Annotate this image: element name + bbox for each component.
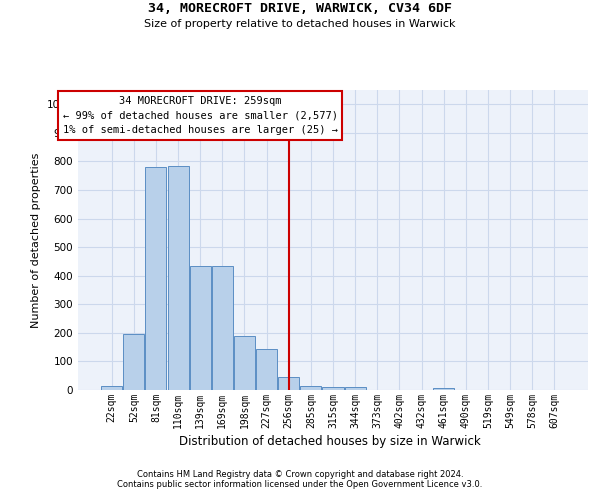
Bar xyxy=(278,376,299,390)
Bar xyxy=(433,388,454,390)
Text: 34 MORECROFT DRIVE: 259sqm
← 99% of detached houses are smaller (2,577)
1% of se: 34 MORECROFT DRIVE: 259sqm ← 99% of deta… xyxy=(63,96,338,136)
Text: Distribution of detached houses by size in Warwick: Distribution of detached houses by size … xyxy=(179,435,481,448)
Bar xyxy=(101,386,122,390)
Bar xyxy=(190,266,211,390)
Bar xyxy=(256,348,277,390)
Bar xyxy=(301,386,322,390)
Text: Contains public sector information licensed under the Open Government Licence v3: Contains public sector information licen… xyxy=(118,480,482,489)
Text: Contains HM Land Registry data © Crown copyright and database right 2024.: Contains HM Land Registry data © Crown c… xyxy=(137,470,463,479)
Bar xyxy=(124,334,145,390)
Bar xyxy=(167,166,188,390)
Bar xyxy=(234,336,255,390)
Text: 34, MORECROFT DRIVE, WARWICK, CV34 6DF: 34, MORECROFT DRIVE, WARWICK, CV34 6DF xyxy=(148,2,452,16)
Y-axis label: Number of detached properties: Number of detached properties xyxy=(31,152,41,328)
Bar xyxy=(322,387,344,390)
Bar xyxy=(145,167,166,390)
Bar xyxy=(212,266,233,390)
Text: Size of property relative to detached houses in Warwick: Size of property relative to detached ho… xyxy=(144,19,456,29)
Bar xyxy=(344,387,365,390)
